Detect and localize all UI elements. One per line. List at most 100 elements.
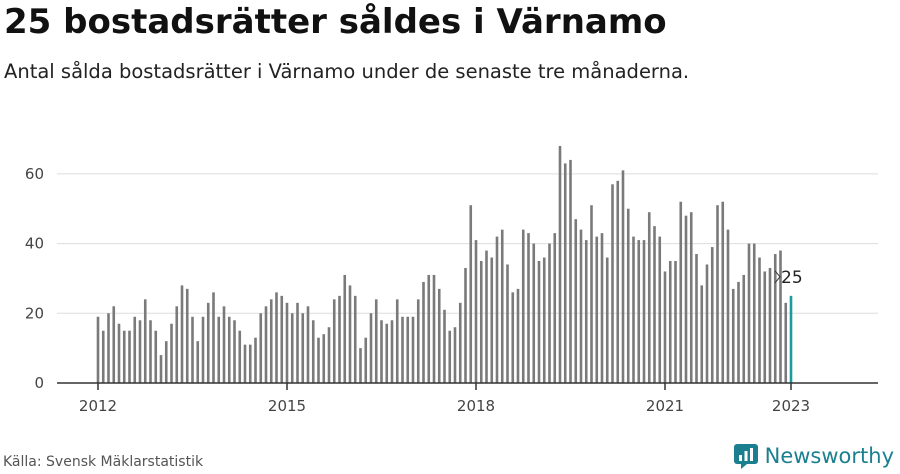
bar <box>637 240 641 383</box>
bar <box>479 261 483 383</box>
bar <box>149 320 152 383</box>
x-tick-label: 2012 <box>79 397 117 415</box>
bar <box>474 240 478 383</box>
bar <box>464 267 467 383</box>
bar <box>616 180 620 383</box>
brand-logo[interactable]: Newsworthy <box>733 443 894 469</box>
gridlines <box>57 173 878 314</box>
bar <box>642 240 646 383</box>
bar <box>443 309 446 383</box>
bar <box>632 236 635 383</box>
bar <box>385 323 389 383</box>
bar <box>96 316 100 383</box>
bar <box>243 344 247 383</box>
bar <box>175 306 179 383</box>
bar <box>563 163 567 383</box>
bar <box>101 330 105 383</box>
bar <box>747 243 751 383</box>
bar <box>322 334 326 383</box>
bar <box>516 288 520 383</box>
bar <box>416 299 420 383</box>
bar <box>716 205 719 383</box>
bar <box>353 295 357 383</box>
bar <box>731 288 735 383</box>
bar <box>742 274 746 383</box>
bar <box>343 274 347 383</box>
bar <box>695 254 698 383</box>
bar <box>217 316 221 383</box>
bar <box>348 285 352 383</box>
bar <box>448 330 452 383</box>
bar <box>133 316 137 383</box>
bar <box>668 261 672 383</box>
bar <box>511 292 515 383</box>
bar <box>107 313 110 383</box>
bar <box>653 226 656 383</box>
bar <box>773 254 777 383</box>
bar <box>500 229 504 383</box>
bar <box>380 320 383 383</box>
bar <box>159 355 163 383</box>
bar <box>427 274 431 383</box>
bar <box>269 299 273 383</box>
newsworthy-logo-icon <box>733 444 758 469</box>
bar <box>248 344 252 383</box>
bar-chart: 0 20 40 60 2012 2015 2018 2021 2023 25 <box>25 145 878 415</box>
bar <box>422 281 425 383</box>
bar <box>196 341 200 383</box>
bars <box>96 145 793 383</box>
bar-highlight <box>789 295 793 383</box>
bar <box>700 285 704 383</box>
bar <box>122 330 126 383</box>
bar <box>490 257 494 383</box>
bar <box>721 201 725 383</box>
bar <box>663 271 667 383</box>
bar <box>128 330 131 383</box>
bar <box>647 212 651 383</box>
bar <box>626 208 630 383</box>
bar <box>138 320 142 383</box>
bar <box>332 299 336 383</box>
bar <box>674 261 677 383</box>
bar <box>710 247 714 383</box>
bar <box>726 229 730 383</box>
bar <box>280 295 284 383</box>
bar <box>784 302 788 383</box>
bar <box>395 299 399 383</box>
bar <box>411 316 415 383</box>
bar <box>327 327 331 383</box>
bar <box>537 261 541 383</box>
bar <box>275 292 278 383</box>
y-tick-label: 0 <box>34 374 44 392</box>
bar <box>752 243 756 383</box>
bar <box>359 348 362 383</box>
bar <box>611 184 614 383</box>
bar <box>170 323 173 383</box>
chart-title: 25 bostadsrätter såldes i Värnamo <box>4 2 667 42</box>
bar <box>553 233 557 383</box>
y-tick-label: 60 <box>25 165 44 183</box>
bar <box>259 313 263 383</box>
x-tick-label: 2015 <box>268 397 306 415</box>
bar <box>191 316 194 383</box>
bar <box>506 264 509 383</box>
bar <box>548 243 551 383</box>
bar <box>679 201 683 383</box>
y-axis-labels: 0 20 40 60 <box>25 165 44 392</box>
bar <box>458 302 462 383</box>
bar <box>684 215 688 383</box>
bar <box>364 337 368 383</box>
bar <box>206 302 210 383</box>
bar <box>689 212 693 383</box>
bar <box>485 250 488 383</box>
bar <box>317 337 320 383</box>
y-tick-label: 20 <box>25 304 44 322</box>
bar <box>569 159 572 383</box>
bar <box>763 271 767 383</box>
bar <box>301 313 305 383</box>
x-axis-ticks: 2012 2015 2018 2021 2023 <box>79 383 810 415</box>
bar <box>595 236 599 383</box>
bar <box>584 240 588 383</box>
annotation-label: 25 <box>781 268 803 288</box>
bar <box>238 330 242 383</box>
